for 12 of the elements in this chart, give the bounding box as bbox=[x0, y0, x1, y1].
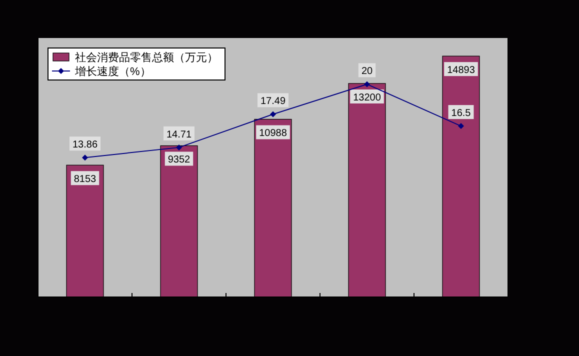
data-label: 8153 bbox=[74, 174, 97, 186]
data-label: 13.86 bbox=[72, 140, 98, 151]
data-label: 9352 bbox=[168, 154, 191, 166]
data-label: 20 bbox=[361, 66, 373, 78]
data-label: 13200 bbox=[353, 92, 382, 104]
data-label: 10988 bbox=[259, 128, 288, 140]
legend-label: 增长速度（%） bbox=[74, 65, 151, 78]
data-label: 14893 bbox=[447, 65, 476, 76]
data-label: 17.49 bbox=[260, 96, 286, 108]
legend-label: 社会消费品零售总额（万元） bbox=[75, 51, 218, 64]
data-label: 16.5 bbox=[451, 108, 472, 120]
data-label: 14.71 bbox=[166, 129, 192, 140]
